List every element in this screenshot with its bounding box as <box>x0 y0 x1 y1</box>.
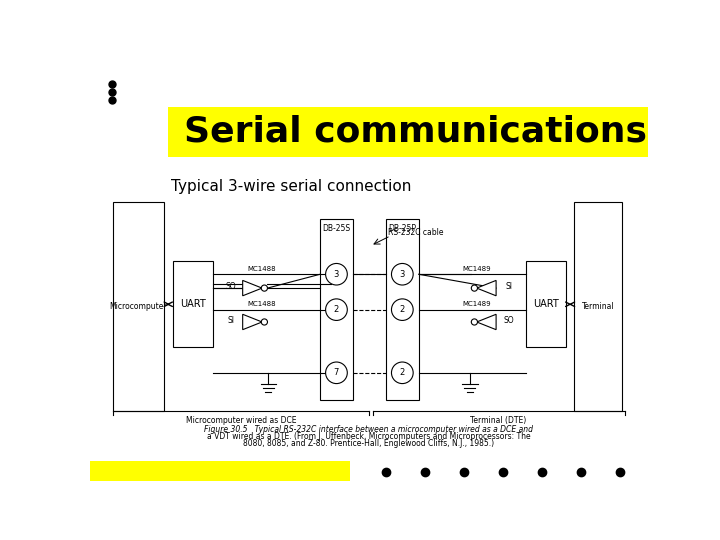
Text: RS-232C cable: RS-232C cable <box>388 228 444 237</box>
Circle shape <box>325 362 347 383</box>
Text: UART: UART <box>180 299 206 309</box>
Bar <box>113 202 163 411</box>
Bar <box>168 107 648 157</box>
Text: SI: SI <box>228 316 235 325</box>
Bar <box>526 261 566 347</box>
Polygon shape <box>243 314 262 330</box>
Text: Serial communications: Serial communications <box>184 115 647 149</box>
Text: Microcomputer: Microcomputer <box>109 302 167 311</box>
Text: SO: SO <box>226 282 236 291</box>
Bar <box>386 219 418 400</box>
Text: Terminal (DTE): Terminal (DTE) <box>470 416 526 425</box>
Polygon shape <box>477 280 496 296</box>
Text: Typical 3-wire serial connection: Typical 3-wire serial connection <box>171 179 412 194</box>
Circle shape <box>472 319 477 325</box>
Circle shape <box>472 285 477 291</box>
Bar <box>320 219 353 400</box>
Bar <box>173 261 213 347</box>
Polygon shape <box>477 314 496 330</box>
Text: MC1488: MC1488 <box>248 266 276 272</box>
Text: 7: 7 <box>334 368 339 377</box>
Text: SO: SO <box>503 316 514 325</box>
Bar <box>90 461 350 481</box>
Text: DB-25P: DB-25P <box>388 224 416 233</box>
Bar <box>575 202 622 411</box>
Circle shape <box>325 264 347 285</box>
Circle shape <box>261 285 267 291</box>
Circle shape <box>261 319 267 325</box>
Text: SI: SI <box>505 282 512 291</box>
Circle shape <box>325 299 347 320</box>
Text: 8080, 8085, and Z-80. Prentice-Hall, Englewood Cliffs, N.J., 1985.): 8080, 8085, and Z-80. Prentice-Hall, Eng… <box>243 439 495 448</box>
Text: MC1489: MC1489 <box>462 301 491 307</box>
Text: 3: 3 <box>334 270 339 279</box>
Text: MC1488: MC1488 <box>248 301 276 307</box>
Circle shape <box>392 299 413 320</box>
Text: 2: 2 <box>334 305 339 314</box>
Text: MC1489: MC1489 <box>462 266 491 272</box>
Text: Terminal: Terminal <box>582 302 615 311</box>
Circle shape <box>392 264 413 285</box>
Text: 3: 3 <box>400 270 405 279</box>
Text: a VDT wired as a DTE. (From J. Uffenbeck, Microcomputers and Microprocessors: Th: a VDT wired as a DTE. (From J. Uffenbeck… <box>207 432 531 441</box>
Text: Figure 30.5   Typical RS-232C interface between a microcomputer wired as a DCE a: Figure 30.5 Typical RS-232C interface be… <box>204 426 534 434</box>
Text: Microcomputer wired as DCE: Microcomputer wired as DCE <box>186 416 297 425</box>
Text: 2: 2 <box>400 305 405 314</box>
Circle shape <box>392 362 413 383</box>
Text: UART: UART <box>533 299 559 309</box>
Polygon shape <box>243 280 262 296</box>
Text: 2: 2 <box>400 368 405 377</box>
Text: DB-25S: DB-25S <box>323 224 351 233</box>
